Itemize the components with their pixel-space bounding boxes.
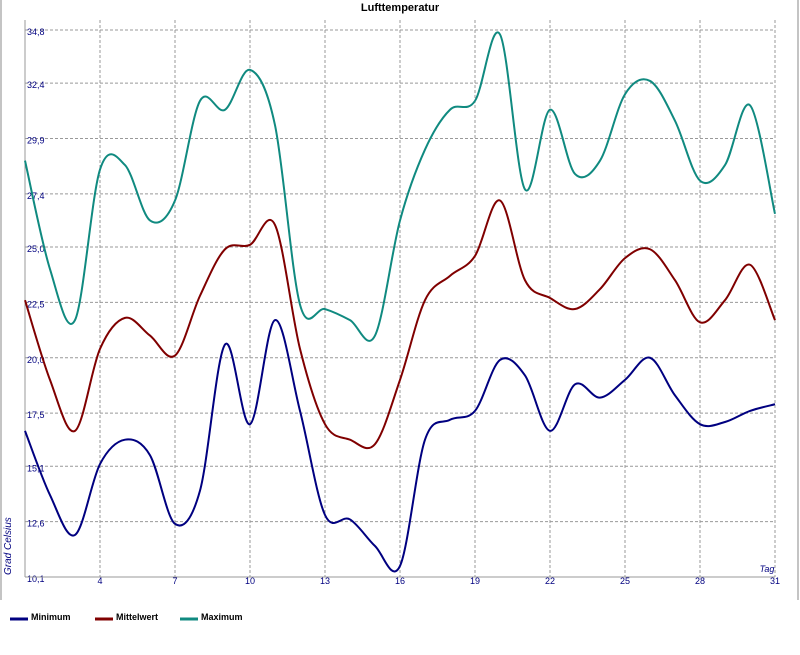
y-tick-label: 22,5: [27, 299, 45, 309]
x-tick-label: 19: [470, 576, 480, 586]
x-tick-label: 7: [172, 576, 177, 586]
chart-title: Lufttemperatur: [361, 2, 440, 14]
y-tick-label: 17,5: [27, 410, 45, 420]
legend-label: Maximum: [201, 612, 243, 622]
x-tick-label: 4: [97, 576, 102, 586]
y-tick-label: 10,1: [27, 574, 45, 584]
y-tick-label: 29,9: [27, 136, 45, 146]
y-axis-label: Grad Celsius: [3, 517, 14, 575]
x-tick-label: 31: [770, 576, 780, 586]
y-tick-label: 12,6: [27, 519, 45, 529]
series-line: [24, 199, 776, 450]
legend-label: Mittelwert: [116, 612, 158, 622]
y-tick-label: 32,4: [27, 80, 45, 90]
y-tick-label: 15,1: [27, 463, 45, 473]
series-line: [24, 319, 776, 573]
x-axis-label: Tag: [760, 564, 775, 574]
y-tick-label: 25,0: [27, 244, 45, 254]
x-tick-label: 28: [695, 576, 705, 586]
x-tick-label: 13: [320, 576, 330, 586]
x-tick-label: 10: [245, 576, 255, 586]
legend-label: Minimum: [31, 612, 71, 622]
x-tick-label: 16: [395, 576, 405, 586]
y-tick-label: 20,0: [27, 355, 45, 365]
y-tick-label: 34,8: [27, 27, 45, 37]
x-tick-label: 22: [545, 576, 555, 586]
y-tick-label: 27,4: [27, 191, 45, 201]
series-line: [24, 31, 776, 342]
x-tick-label: 25: [620, 576, 630, 586]
